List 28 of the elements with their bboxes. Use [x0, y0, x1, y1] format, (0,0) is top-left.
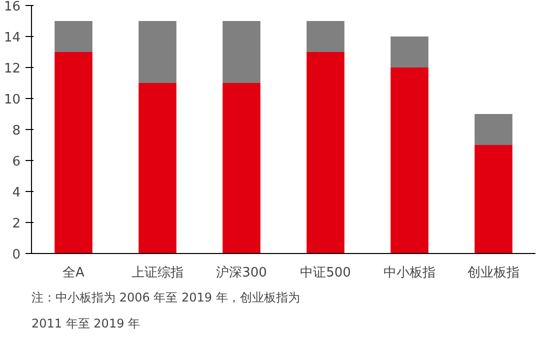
bar: [54, 21, 92, 52]
bar: [222, 83, 260, 254]
bar: [222, 21, 260, 83]
text: 注：中小板指为 2006 年至 2019 年，创业板指为 2011 年至 2019 年: [32, 290, 300, 330]
y-tick-label: 10: [4, 92, 21, 108]
y-tick-label: 14: [4, 30, 21, 46]
bar: [138, 21, 176, 83]
y-tick-label: 6: [12, 154, 21, 170]
x-tick-label: 创业板指: [468, 266, 520, 280]
y-tick-label: 8: [12, 124, 21, 138]
y-tick-label: 12: [4, 62, 21, 76]
bar: [306, 52, 344, 254]
bar: [390, 36, 428, 68]
bar: [474, 114, 512, 145]
x-tick-label: 沪深300: [216, 264, 267, 280]
y-tick-label: 0: [12, 248, 21, 262]
bar: [390, 68, 428, 254]
y-tick-label: 16: [4, 0, 21, 14]
bar: [54, 52, 92, 254]
x-tick-label: 全A: [62, 266, 85, 280]
bar: [306, 21, 344, 52]
y-tick-label: 2: [12, 216, 21, 232]
bar: [138, 83, 176, 254]
x-tick-label: 上证综指: [132, 266, 184, 280]
x-tick-label: 中证500: [300, 266, 351, 280]
x-tick-label: 中小板指: [384, 266, 436, 280]
bar: [474, 145, 512, 254]
y-tick-label: 4: [12, 186, 21, 200]
